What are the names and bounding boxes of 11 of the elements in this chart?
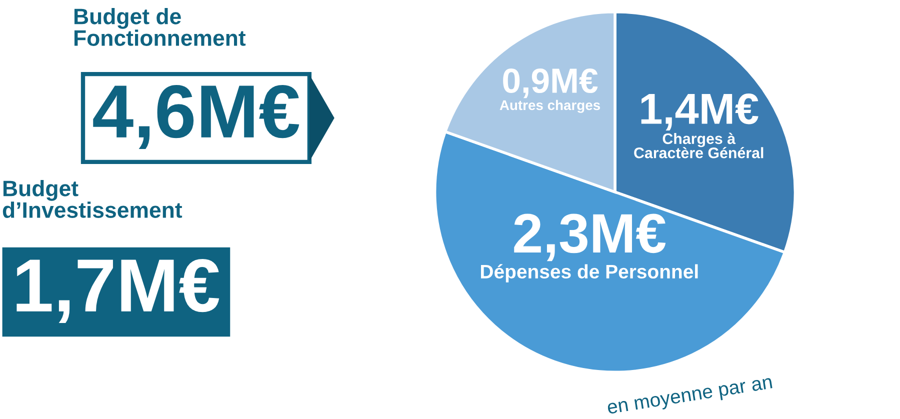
data-label: 0,9M€ (503, 68, 598, 98)
text: Budget d’Investissement (2, 180, 182, 218)
slice-label: Charges à Caractère Général (634, 132, 764, 158)
text: Budget de Fonctionnement (74, 8, 246, 46)
data-label: 2,3M€ (514, 214, 666, 262)
slice-label: Dépenses de Personnel (481, 264, 698, 282)
text: 1,7M€ (16, 259, 220, 324)
text: 4,6M€ (93, 85, 300, 150)
text: en moyenne par an (607, 378, 773, 418)
slice-label: Autres charges (500, 100, 600, 113)
data-label: 1,4M€ (641, 94, 758, 131)
